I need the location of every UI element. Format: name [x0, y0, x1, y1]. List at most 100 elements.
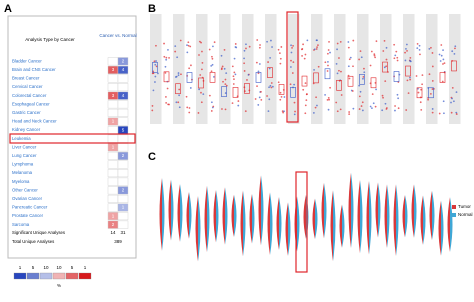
- violin: [375, 182, 378, 238]
- dot: [243, 62, 246, 65]
- violin: [198, 195, 201, 262]
- dot: [200, 91, 202, 94]
- cell: [117, 160, 129, 169]
- violin: [429, 190, 432, 241]
- dot: [270, 86, 273, 89]
- dot: [266, 40, 268, 43]
- dot: [257, 70, 260, 73]
- cell-value: 1: [112, 119, 115, 124]
- box: [439, 72, 446, 83]
- dot: [290, 59, 292, 62]
- cell: [107, 194, 119, 203]
- dot: [417, 87, 419, 90]
- dot: [168, 103, 170, 106]
- box: [221, 86, 227, 97]
- band: [426, 14, 438, 124]
- dot: [352, 65, 354, 68]
- violin: [396, 184, 399, 256]
- dot: [279, 62, 282, 65]
- dot: [430, 46, 432, 49]
- dot: [347, 46, 350, 49]
- box: [175, 83, 181, 95]
- violin: [267, 192, 270, 256]
- dot: [443, 112, 445, 115]
- violin: [438, 200, 441, 256]
- row-label: Liver Cancer: [12, 144, 37, 149]
- dot: [201, 62, 204, 64]
- legend-label: Normal: [458, 212, 473, 217]
- legend-tick: 10: [56, 265, 62, 270]
- dot: [428, 73, 431, 76]
- dot: [211, 57, 214, 60]
- dot: [154, 63, 157, 66]
- panel-label: B: [148, 3, 156, 15]
- dot: [304, 53, 307, 56]
- dot: [164, 71, 167, 74]
- dot: [348, 77, 351, 80]
- dot: [290, 51, 293, 54]
- cell: [117, 212, 129, 221]
- box: [244, 83, 250, 94]
- row-label: Leukemia: [12, 136, 31, 141]
- dot: [383, 66, 386, 69]
- dot: [246, 79, 248, 81]
- dot: [373, 53, 376, 56]
- dot: [362, 75, 365, 78]
- dot: [151, 72, 154, 75]
- box: [359, 74, 365, 85]
- cell: [107, 177, 119, 186]
- cell: [107, 186, 119, 195]
- dot: [237, 104, 240, 107]
- dot: [210, 110, 213, 112]
- dot: [210, 70, 213, 73]
- violin: [195, 195, 198, 262]
- row-label: Esophageal Cancer: [12, 101, 50, 106]
- dot: [442, 58, 445, 61]
- dot: [304, 104, 307, 107]
- dot: [163, 42, 165, 45]
- dot: [431, 80, 434, 82]
- dot: [327, 49, 330, 51]
- dot: [416, 47, 419, 50]
- dot: [419, 53, 421, 56]
- dot: [292, 61, 295, 64]
- dot: [405, 47, 407, 50]
- dot: [431, 111, 434, 114]
- dot: [358, 84, 361, 87]
- dot: [431, 108, 434, 110]
- highlight-box: [295, 171, 308, 273]
- dot: [301, 48, 304, 50]
- band: [288, 14, 300, 124]
- dot: [360, 105, 363, 107]
- cell: [117, 57, 129, 66]
- violin: [270, 192, 273, 256]
- dot: [178, 94, 181, 97]
- dot: [199, 74, 202, 76]
- dot: [175, 101, 178, 104]
- violin: [240, 190, 243, 257]
- dot: [198, 40, 201, 43]
- dot: [293, 113, 296, 116]
- dot: [418, 44, 421, 47]
- cell: [107, 169, 119, 178]
- violin: [297, 196, 300, 252]
- dot: [394, 109, 396, 112]
- dot: [454, 45, 457, 48]
- dot: [258, 96, 261, 99]
- row-label: Breast Cancer: [12, 76, 40, 81]
- dot: [198, 54, 200, 56]
- row-label: Pancreatic Cancer: [12, 205, 48, 210]
- dot: [362, 77, 364, 80]
- band: [265, 14, 277, 124]
- dot: [438, 112, 441, 115]
- band: [403, 14, 415, 124]
- box: [209, 72, 216, 83]
- dot: [409, 57, 412, 59]
- dot: [166, 87, 169, 90]
- dot: [283, 96, 286, 98]
- dot: [359, 90, 362, 93]
- dot: [348, 58, 351, 61]
- dot: [270, 39, 272, 42]
- violin: [450, 197, 453, 252]
- dot: [190, 64, 192, 67]
